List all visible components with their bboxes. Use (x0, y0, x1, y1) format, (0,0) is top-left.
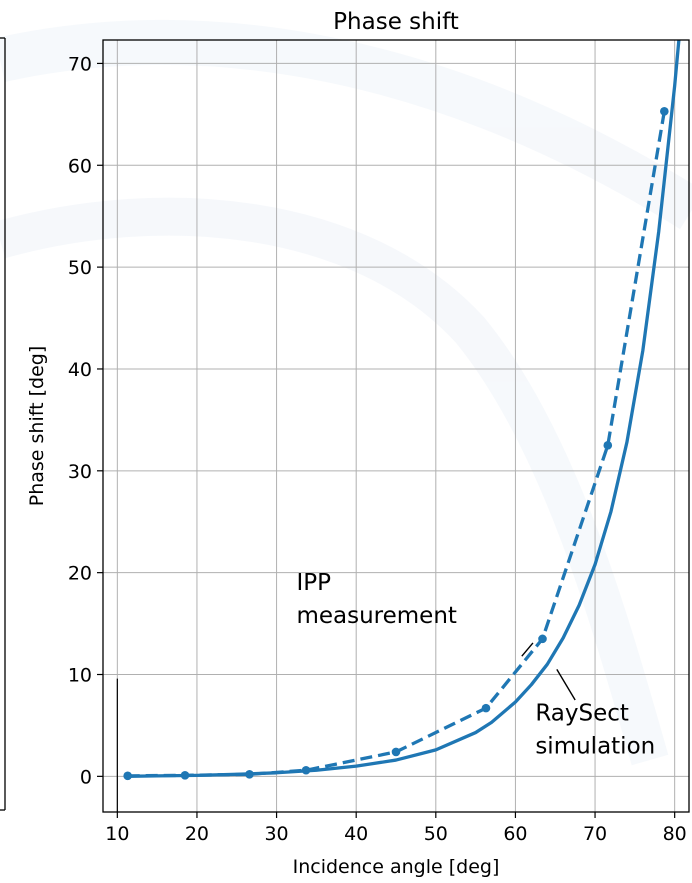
annotation-line: simulation (535, 733, 655, 759)
annotation-line: measurement (296, 603, 456, 629)
y-tick-label: 20 (68, 563, 92, 585)
x-tick-label: 20 (185, 823, 209, 845)
annotation-text: IPP measurement (296, 570, 456, 629)
x-tick-label: 10 (105, 823, 129, 845)
y-tick-label: 70 (68, 53, 92, 75)
x-tick-label: 60 (503, 823, 527, 845)
background-watermark (0, 20, 692, 766)
measurement-point (301, 765, 311, 775)
annotation-text: RaySect simulation (535, 700, 655, 759)
axis-ticks: 10 20 30 40 50 60 70 80 0 10 20 30 40 50 60 70 (68, 53, 687, 845)
measurement-point (660, 106, 669, 116)
y-tick-label: 50 (68, 257, 92, 279)
neighbor-panel-edge (0, 37, 6, 811)
plot-frame (102, 39, 690, 813)
y-tick-label: 30 (68, 461, 92, 483)
x-tick-label: 30 (264, 823, 288, 845)
x-axis-label: Incidence angle [deg] (293, 856, 500, 878)
annotation-arrow (556, 669, 576, 701)
chart-title: Phase shift (333, 9, 459, 35)
x-tick-label: 80 (663, 823, 687, 845)
y-tick-label: 40 (68, 359, 92, 381)
measurement-point (245, 770, 254, 779)
x-tick-label: 40 (344, 823, 368, 845)
measurement-point (538, 634, 547, 644)
annotations: IPP measurement RaySect simulation (296, 570, 655, 759)
measurement-point (603, 441, 613, 450)
y-tick-label: 10 (68, 665, 92, 687)
simulation-line (125, 40, 681, 778)
x-tick-label: 70 (583, 823, 607, 845)
annotation-line: IPP (296, 570, 331, 596)
x-tick-label: 50 (424, 823, 448, 845)
series-lines (123, 40, 681, 781)
measurement-point (391, 747, 401, 757)
y-axis-label: Phase shift [deg] (26, 346, 48, 506)
y-tick-label: 60 (68, 155, 92, 177)
y-tick-label: 0 (80, 766, 92, 788)
measurement-point (123, 771, 132, 781)
measurement-point (481, 703, 491, 713)
annotation-arrow (521, 642, 534, 657)
annotation-line: RaySect (535, 700, 629, 726)
measurement-point (180, 771, 190, 780)
